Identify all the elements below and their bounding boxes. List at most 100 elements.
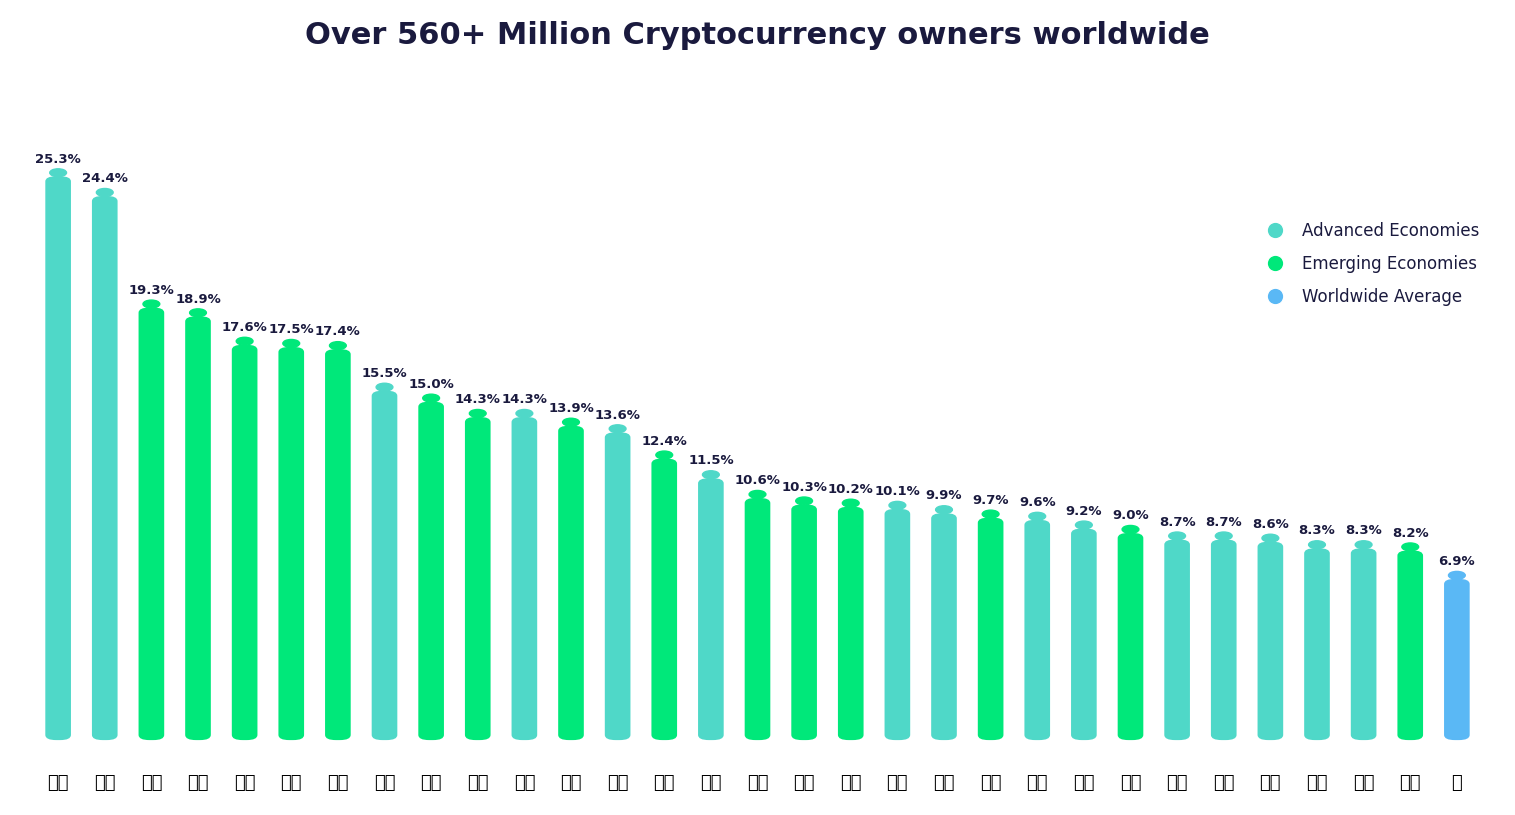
FancyBboxPatch shape — [698, 478, 724, 740]
Text: 19.3%: 19.3% — [129, 284, 174, 297]
Text: 9.9%: 9.9% — [926, 490, 962, 503]
Circle shape — [376, 383, 392, 391]
Text: 🇦🇷: 🇦🇷 — [188, 774, 209, 792]
Circle shape — [748, 491, 767, 498]
Text: 24.4%: 24.4% — [82, 172, 127, 185]
Text: 15.0%: 15.0% — [408, 378, 454, 391]
FancyBboxPatch shape — [45, 176, 71, 740]
Circle shape — [562, 418, 579, 426]
FancyBboxPatch shape — [1071, 529, 1097, 740]
Circle shape — [1029, 513, 1045, 520]
Circle shape — [1123, 526, 1139, 533]
Circle shape — [656, 451, 673, 459]
FancyBboxPatch shape — [1257, 542, 1283, 740]
Circle shape — [1168, 532, 1186, 540]
Circle shape — [1448, 571, 1465, 579]
Circle shape — [1309, 541, 1326, 548]
Text: 11.5%: 11.5% — [688, 455, 733, 468]
Text: 🇨🇾: 🇨🇾 — [1306, 774, 1327, 792]
FancyBboxPatch shape — [92, 196, 118, 740]
Text: 🇨🇭: 🇨🇭 — [700, 774, 721, 792]
Text: 🇲🇽: 🇲🇽 — [980, 774, 1001, 792]
Circle shape — [236, 337, 253, 345]
Text: 10.3%: 10.3% — [782, 481, 827, 494]
Text: 🇹🇷: 🇹🇷 — [141, 774, 162, 792]
Text: 🇦🇹: 🇦🇹 — [1073, 774, 1095, 792]
FancyBboxPatch shape — [512, 417, 538, 740]
Circle shape — [842, 500, 859, 507]
Text: 15.5%: 15.5% — [362, 367, 408, 380]
Text: 🌍: 🌍 — [1451, 774, 1462, 792]
Text: 12.4%: 12.4% — [641, 434, 688, 447]
Text: 🇨🇦: 🇨🇦 — [886, 774, 907, 792]
Text: 🇿🇦: 🇿🇦 — [653, 774, 676, 792]
FancyBboxPatch shape — [326, 349, 350, 740]
FancyBboxPatch shape — [977, 518, 1003, 740]
Circle shape — [97, 188, 114, 196]
FancyBboxPatch shape — [1024, 520, 1050, 740]
Text: 8.2%: 8.2% — [1392, 526, 1429, 540]
FancyBboxPatch shape — [838, 507, 864, 740]
FancyBboxPatch shape — [932, 513, 957, 740]
Circle shape — [470, 409, 486, 417]
FancyBboxPatch shape — [138, 307, 164, 740]
Text: 🇳🇴: 🇳🇴 — [1214, 774, 1235, 792]
Text: 18.9%: 18.9% — [176, 293, 221, 306]
Text: 10.6%: 10.6% — [735, 474, 780, 487]
Text: 🇧🇷: 🇧🇷 — [280, 774, 301, 792]
Text: 🇻🇪: 🇻🇪 — [794, 774, 815, 792]
FancyBboxPatch shape — [1118, 533, 1144, 740]
FancyBboxPatch shape — [745, 498, 770, 740]
Text: 9.0%: 9.0% — [1112, 509, 1148, 522]
FancyBboxPatch shape — [465, 417, 491, 740]
Circle shape — [1215, 532, 1232, 540]
FancyBboxPatch shape — [418, 402, 444, 740]
FancyBboxPatch shape — [185, 316, 211, 740]
Text: 13.6%: 13.6% — [595, 408, 641, 421]
Text: 🇻🇳: 🇻🇳 — [327, 774, 348, 792]
Text: 9.6%: 9.6% — [1020, 496, 1056, 509]
Circle shape — [1401, 543, 1418, 551]
FancyBboxPatch shape — [279, 347, 305, 740]
Circle shape — [329, 341, 347, 350]
Circle shape — [795, 497, 812, 504]
Circle shape — [50, 169, 67, 177]
Text: 14.3%: 14.3% — [501, 393, 547, 406]
Text: 17.4%: 17.4% — [315, 325, 361, 338]
Text: 13.9%: 13.9% — [548, 402, 594, 415]
Text: 🇮🇪: 🇮🇪 — [1167, 774, 1188, 792]
Circle shape — [283, 340, 300, 347]
Text: 9.7%: 9.7% — [973, 494, 1009, 507]
Text: 🇰🇷: 🇰🇷 — [608, 774, 629, 792]
FancyBboxPatch shape — [1165, 540, 1189, 740]
Text: 🇸🇬: 🇸🇬 — [94, 774, 115, 792]
Circle shape — [889, 501, 906, 509]
FancyBboxPatch shape — [1351, 548, 1377, 740]
Circle shape — [1076, 521, 1092, 529]
Text: 17.6%: 17.6% — [221, 321, 268, 334]
FancyBboxPatch shape — [604, 432, 630, 740]
Text: 🇦🇺: 🇦🇺 — [1027, 774, 1048, 792]
Circle shape — [142, 300, 159, 308]
Circle shape — [1262, 534, 1279, 542]
Text: 10.1%: 10.1% — [874, 485, 920, 498]
Text: 17.5%: 17.5% — [268, 324, 314, 336]
Text: 🇭🇰: 🇭🇰 — [514, 774, 535, 792]
FancyBboxPatch shape — [371, 390, 397, 740]
Text: 🇮🇩: 🇮🇩 — [561, 774, 582, 792]
Title: Over 560+ Million Cryptocurrency owners worldwide: Over 560+ Million Cryptocurrency owners … — [305, 21, 1210, 50]
Circle shape — [1356, 541, 1373, 548]
Text: 9.2%: 9.2% — [1065, 504, 1101, 518]
Text: 8.7%: 8.7% — [1159, 516, 1195, 529]
Text: 8.3%: 8.3% — [1298, 525, 1335, 537]
FancyBboxPatch shape — [651, 459, 677, 740]
Text: 10.2%: 10.2% — [827, 483, 874, 496]
Text: 25.3%: 25.3% — [35, 152, 80, 165]
FancyBboxPatch shape — [791, 504, 817, 740]
Text: 8.7%: 8.7% — [1206, 516, 1242, 529]
Text: 🇵🇭: 🇵🇭 — [747, 774, 768, 792]
FancyBboxPatch shape — [1304, 548, 1330, 740]
Text: 🇲🇾: 🇲🇾 — [467, 774, 488, 792]
Circle shape — [423, 394, 439, 402]
Text: 14.3%: 14.3% — [454, 393, 500, 406]
